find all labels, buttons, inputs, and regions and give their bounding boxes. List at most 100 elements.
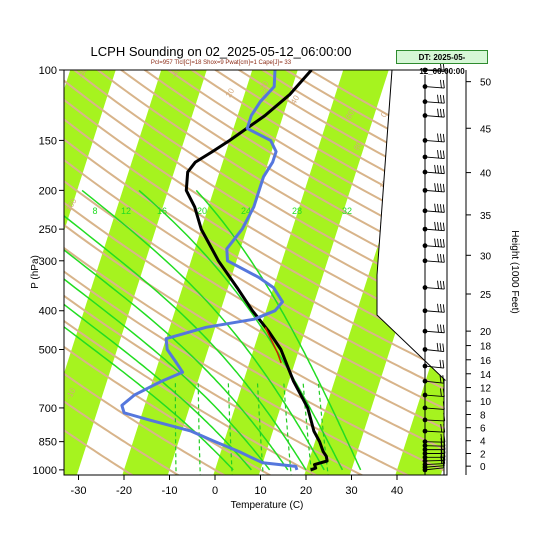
moist-adiabat-label: 28 [292,206,302,216]
moist-adiabat [64,214,307,471]
wind-barb-flag [439,343,442,352]
dry-adiabat [64,201,447,432]
moist-adiabat-label: 16 [157,206,167,216]
wind-barb-flag [437,253,439,262]
mixing-ratio-line [302,381,313,475]
x-axis-label: Temperature (C) [231,500,304,511]
height-tick-label: 10 [480,397,492,408]
y-tick-label: 200 [39,185,57,197]
wind-barb-flag [443,424,446,433]
parcel-profile [264,326,282,364]
wind-barb-flag [440,423,443,433]
dry-adiabat [64,79,447,318]
y-axis-label: P (hPa) [30,255,41,289]
wind-barb-flag [439,388,442,397]
dry-adiabat [64,223,447,452]
moist-adiabat [64,325,234,471]
wind-barb-flag [439,79,442,88]
height-tick-label: 0 [480,462,486,473]
wind-barb-shaft [424,419,445,422]
dewpoint-profile [120,70,299,471]
wind-barb-flag [442,183,445,192]
wind-barb-flag [437,222,439,231]
dry-adiabat [64,179,447,411]
wind-barb-flag [437,238,439,247]
height-tick-label: 2 [480,450,486,461]
moist-adiabat-label: 12 [121,206,131,216]
height-tick-label: 35 [480,211,492,222]
wind-barb-flag [437,280,439,289]
wind-barb-shaft [424,467,444,471]
wind-barb-flag [439,238,442,248]
wind-barb-flag [437,133,439,142]
dry-adiabat [64,428,134,475]
height-tick-label: 25 [480,290,492,301]
temperature-profile [184,70,329,472]
dry-adiabat [96,70,447,284]
height-tick-label: 30 [480,251,492,262]
wind-barb-flag [442,304,445,313]
wind-barb-flag [442,63,445,72]
height-tick-label: 12 [480,384,492,395]
dry-adiabat-label: -40 [169,65,183,80]
wind-barb-flag [437,203,439,212]
wind-barb-flag [437,165,439,174]
wind-barb-flag [434,238,437,247]
wind-barb-flag [442,165,445,174]
wind-barb-flag [439,280,442,289]
isotherm-band [0,52,31,487]
wind-barb-flag [442,343,445,352]
wind-barb-flag [436,342,439,351]
y-tick-label: 400 [39,306,57,318]
moist-adiabat-label: 32 [342,206,352,216]
moist-adiabat [81,189,325,471]
wind-barb-flag [442,222,445,231]
wind-barb-flag [439,304,442,313]
moist-adiabat-label: 20 [197,206,207,216]
wind-panel [376,70,447,475]
wind-barb-flag [442,150,445,159]
dry-adiabat [64,138,447,373]
height-tick-label: 18 [480,342,492,353]
wind-barb-flag [443,434,446,443]
isotherm-band [122,70,298,475]
height-tick-label: 45 [480,124,492,135]
height-axis-label: Height (1000 Feet) [509,230,520,313]
chart-subtitle: Pcl=957 Tlcl[C]=18 Shox=9 Pwat[cm]=1 Cap… [150,60,292,66]
wind-barb-flag [434,203,437,212]
wind-barb-shaft [424,407,445,410]
wind-barb-flag [442,109,445,118]
height-tick-label: 40 [480,169,492,180]
y-tick-label: 300 [39,256,57,268]
height-tick-label: 14 [480,370,492,381]
wind-barb-flag [439,108,442,117]
wind-barb-flag [437,108,439,117]
wind-barb-flag [439,165,442,174]
dry-adiabat-label: 0 [379,110,389,119]
height-tick-label: 50 [480,78,492,89]
dry-adiabat [64,319,318,475]
x-tick-label: 10 [254,485,266,497]
height-tick-label: 8 [480,411,486,422]
wind-barb-flag [439,63,442,72]
dry-adiabat [72,70,447,301]
x-tick-label: 40 [391,485,403,497]
x-tick-label: -20 [116,485,132,497]
wind-barb-flag [442,281,445,290]
y-tick-label: 100 [39,65,57,77]
x-tick-label: 30 [345,485,357,497]
wind-barb-shaft [424,465,445,468]
wind-barb-flag [442,401,445,410]
y-tick-label: 700 [39,403,57,415]
dry-adiabat [64,400,180,475]
wind-barb-flag [442,133,445,143]
y-tick-label: 150 [39,135,57,147]
wind-barb-flag [442,204,445,213]
dry-adiabat-label: -60 [104,59,118,74]
wind-barb-flag [442,254,445,263]
y-tick-label: 500 [39,344,57,356]
wind-barb-flag [437,183,439,192]
y-tick-label: 1000 [33,465,57,477]
